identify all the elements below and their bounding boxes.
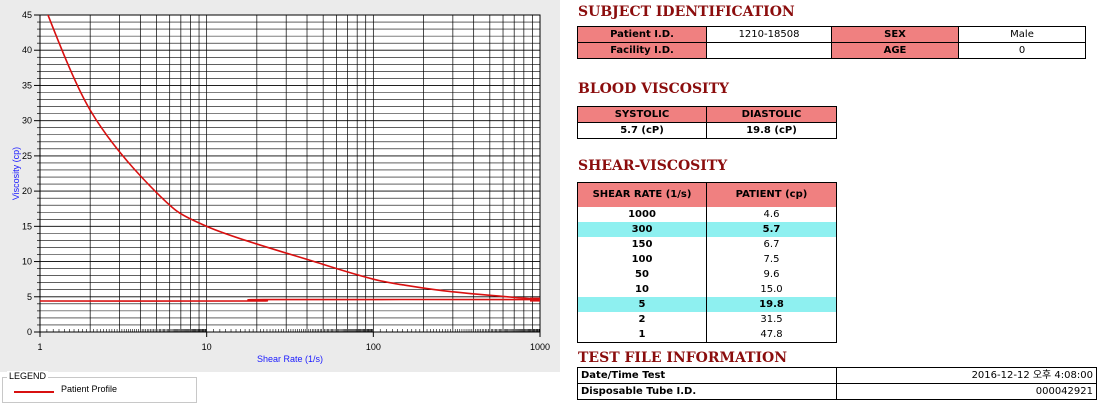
legend-line-swatch	[14, 391, 54, 393]
testfile-section-title: TEST FILE INFORMATION	[578, 350, 788, 366]
sex-value: Male	[958, 26, 1086, 43]
subject-table: Patient I.D. 1210-18508 SEX Male Facilit…	[577, 26, 1086, 59]
blood-section-title: BLOOD VISCOSITY	[578, 81, 730, 97]
shear-rate-cell: 2	[577, 312, 707, 327]
data-point	[372, 278, 375, 280]
test-file-table: Date/Time Test 2016-12-12 오후 4:08:00 Dis…	[577, 367, 1097, 400]
series-line-2	[40, 298, 540, 302]
patient-value-cell: 6.7	[706, 237, 837, 252]
patient-id-value: 1210-18508	[706, 26, 832, 43]
shear-rate-cell: 50	[577, 267, 707, 282]
patient-value-cell: 7.5	[706, 252, 837, 267]
y-tick-label: 15	[22, 221, 32, 231]
facility-id-value	[706, 42, 832, 59]
shear-rate-cell: 300	[577, 222, 707, 237]
y-tick-label: 10	[22, 257, 32, 267]
legend-item-patient-profile: Patient Profile	[61, 384, 118, 394]
table-row: 1000 4.6	[577, 207, 837, 222]
sex-label: SEX	[831, 26, 959, 43]
blood-viscosity-table: SYSTOLIC DIASTOLIC 5.7 (cP) 19.8 (cP)	[577, 106, 837, 139]
patient-value-cell: 5.7	[706, 222, 837, 237]
x-tick-label: 1	[37, 342, 42, 352]
chart-svg: 0 5 10 15 20 25 30 35 40 45 1 10 100 1000 Shear Rate (…	[0, 0, 560, 372]
data-point	[452, 291, 454, 293]
table-row: 150 6.7	[577, 237, 837, 252]
y-tick-label: 20	[22, 186, 32, 196]
shear-rate-cell: 5	[577, 297, 707, 312]
x-tick-label: 100	[366, 342, 381, 352]
shear-rate-header: SHEAR RATE (1/s)	[577, 182, 707, 207]
legend-title: LEGEND	[7, 371, 49, 381]
y-tick-label: 5	[27, 292, 32, 302]
y-tick-label: 0	[27, 327, 32, 337]
patient-id-label: Patient I.D.	[577, 26, 707, 43]
data-point	[205, 225, 208, 228]
viscosity-chart: 0 5 10 15 20 25 30 35 40 45 1 10 100 1000 Shear Rate (…	[0, 0, 560, 372]
patient-value-cell: 31.5	[706, 312, 837, 327]
y-axis-label: Viscosity (cp)	[11, 147, 21, 200]
shear-rate-cell: 150	[577, 237, 707, 252]
tube-id-value: 000042921	[836, 383, 1097, 400]
patient-value-cell: 19.8	[706, 297, 837, 312]
shear-rate-cell: 1000	[577, 207, 707, 222]
y-tick-label: 40	[22, 45, 32, 55]
plot-frame	[39, 14, 541, 333]
data-point	[155, 191, 158, 194]
patient-cp-header: PATIENT (cp)	[706, 182, 837, 207]
x-axis-label: Shear Rate (1/s)	[257, 354, 323, 364]
end-marker	[530, 297, 540, 302]
table-row: 1 47.8	[577, 327, 837, 343]
shear-rate-cell: 1	[577, 327, 707, 343]
date-time-label: Date/Time Test	[577, 367, 837, 384]
patient-value-cell: 9.6	[706, 267, 837, 282]
data-point	[89, 109, 91, 111]
y-tick-label: 45	[22, 10, 32, 20]
table-row: 2 31.5	[577, 312, 837, 327]
systolic-header: SYSTOLIC	[577, 106, 707, 123]
data-point	[322, 263, 324, 266]
date-time-value: 2016-12-12 오후 4:08:00	[836, 367, 1097, 384]
shear-viscosity-table: SHEAR RATE (1/s) PATIENT (cp) 1000 4.6 30…	[577, 182, 837, 343]
diastolic-value: 19.8 (cP)	[706, 122, 837, 139]
y-tick-label: 35	[22, 80, 32, 90]
plot-area	[39, 14, 541, 333]
shear-section-title: SHEAR-VISCOSITY	[578, 158, 728, 174]
patient-value-cell: 4.6	[706, 207, 837, 222]
systolic-value: 5.7 (cP)	[577, 122, 707, 139]
table-row: 10 15.0	[577, 282, 837, 297]
table-row: 50 9.6	[577, 267, 837, 282]
subject-section-title: SUBJECT IDENTIFICATION	[578, 4, 795, 20]
patient-value-cell: 47.8	[706, 327, 837, 343]
tube-id-label: Disposable Tube I.D.	[577, 383, 837, 400]
table-row: 300 5.7	[577, 222, 837, 237]
facility-id-label: Facility I.D.	[577, 42, 707, 59]
age-value: 0	[958, 42, 1086, 59]
age-label: AGE	[831, 42, 959, 59]
y-tick-label: 25	[22, 151, 32, 161]
x-tick-label: 1000	[530, 342, 550, 352]
legend: LEGEND Patient Profile	[2, 371, 197, 403]
table-row: 5 19.8	[577, 297, 837, 312]
diastolic-header: DIASTOLIC	[706, 106, 837, 123]
data-point	[401, 284, 404, 286]
y-tick-label: 30	[22, 116, 32, 126]
table-row: 100 7.5	[577, 252, 837, 267]
x-tick-label: 10	[202, 342, 212, 352]
patient-value-cell: 15.0	[706, 282, 837, 297]
shear-rate-cell: 10	[577, 282, 707, 297]
shear-rate-cell: 100	[577, 252, 707, 267]
series-line-1	[47, 15, 540, 301]
